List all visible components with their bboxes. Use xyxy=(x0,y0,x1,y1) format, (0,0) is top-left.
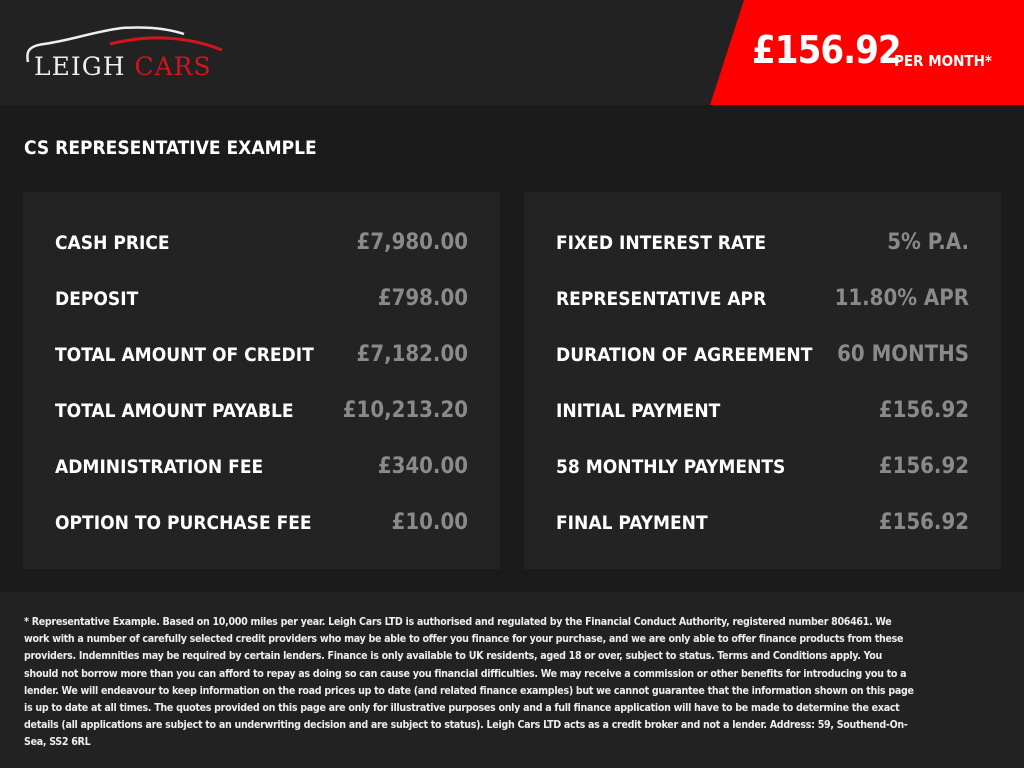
finance-value: £10,213.20 xyxy=(342,398,468,423)
finance-row: ADMINISTRATION FEE £340.00 xyxy=(55,440,468,496)
finance-row: DEPOSIT £798.00 xyxy=(55,272,468,328)
disclaimer-text: * Representative Example. Based on 10,00… xyxy=(24,616,914,749)
finance-value: £7,182.00 xyxy=(356,342,468,367)
finance-value: £798.00 xyxy=(377,286,468,311)
finance-value: 5% P.A. xyxy=(887,230,969,255)
monthly-price-banner: £156.92 PER MONTH* xyxy=(710,0,1024,105)
finance-row: DURATION OF AGREEMENT 60 MONTHS xyxy=(556,328,969,384)
finance-label: CASH PRICE xyxy=(55,232,170,254)
finance-value: £10.00 xyxy=(391,510,468,535)
finance-label: INITIAL PAYMENT xyxy=(556,400,721,422)
finance-row: TOTAL AMOUNT PAYABLE £10,213.20 xyxy=(55,384,468,440)
finance-row: OPTION TO PURCHASE FEE £10.00 xyxy=(55,496,468,552)
finance-label: DEPOSIT xyxy=(55,288,139,310)
per-month-label: PER MONTH* xyxy=(894,52,992,70)
monthly-price: £156.92 xyxy=(752,28,902,72)
leigh-cars-logo[interactable]: LEIGH CARS xyxy=(22,24,232,84)
finance-row: TOTAL AMOUNT OF CREDIT £7,182.00 xyxy=(55,328,468,384)
finance-value: £156.92 xyxy=(878,398,969,423)
finance-row: REPRESENTATIVE APR 11.80% APR xyxy=(556,272,969,328)
finance-value: £156.92 xyxy=(878,454,969,479)
finance-label: TOTAL AMOUNT OF CREDIT xyxy=(55,344,314,366)
finance-label: ADMINISTRATION FEE xyxy=(55,456,264,478)
finance-label: REPRESENTATIVE APR xyxy=(556,288,767,310)
footer xyxy=(0,592,1024,768)
finance-label: OPTION TO PURCHASE FEE xyxy=(55,512,312,534)
finance-row: INITIAL PAYMENT £156.92 xyxy=(556,384,969,440)
finance-panel-right: FIXED INTEREST RATE 5% P.A. REPRESENTATIVE… xyxy=(524,192,1001,569)
finance-row: FINAL PAYMENT £156.92 xyxy=(556,496,969,552)
finance-value: 60 MONTHS xyxy=(837,342,969,367)
finance-row: 58 MONTHLY PAYMENTS £156.92 xyxy=(556,440,969,496)
finance-row: CASH PRICE £7,980.00 xyxy=(55,216,468,272)
page-title: CS REPRESENTATIVE EXAMPLE xyxy=(24,137,317,159)
finance-value: £340.00 xyxy=(377,454,468,479)
logo-text-leigh: LEIGH xyxy=(34,52,126,81)
finance-row: FIXED INTEREST RATE 5% P.A. xyxy=(556,216,969,272)
finance-label: 58 MONTHLY PAYMENTS xyxy=(556,456,786,478)
finance-label: TOTAL AMOUNT PAYABLE xyxy=(55,400,294,422)
finance-label: FIXED INTEREST RATE xyxy=(556,232,767,254)
finance-value: £156.92 xyxy=(878,510,969,535)
finance-label: FINAL PAYMENT xyxy=(556,512,708,534)
finance-panel-left: CASH PRICE £7,980.00 DEPOSIT £798.00 TOTAL A… xyxy=(23,192,500,569)
car-silhouette-icon xyxy=(26,26,223,63)
logo-text-cars: CARS xyxy=(134,52,212,81)
finance-value: £7,980.00 xyxy=(356,230,468,255)
finance-value: 11.80% APR xyxy=(834,286,969,311)
finance-label: DURATION OF AGREEMENT xyxy=(556,344,813,366)
header: LEIGH CARS £156.92 PER MONTH* xyxy=(0,0,1024,105)
